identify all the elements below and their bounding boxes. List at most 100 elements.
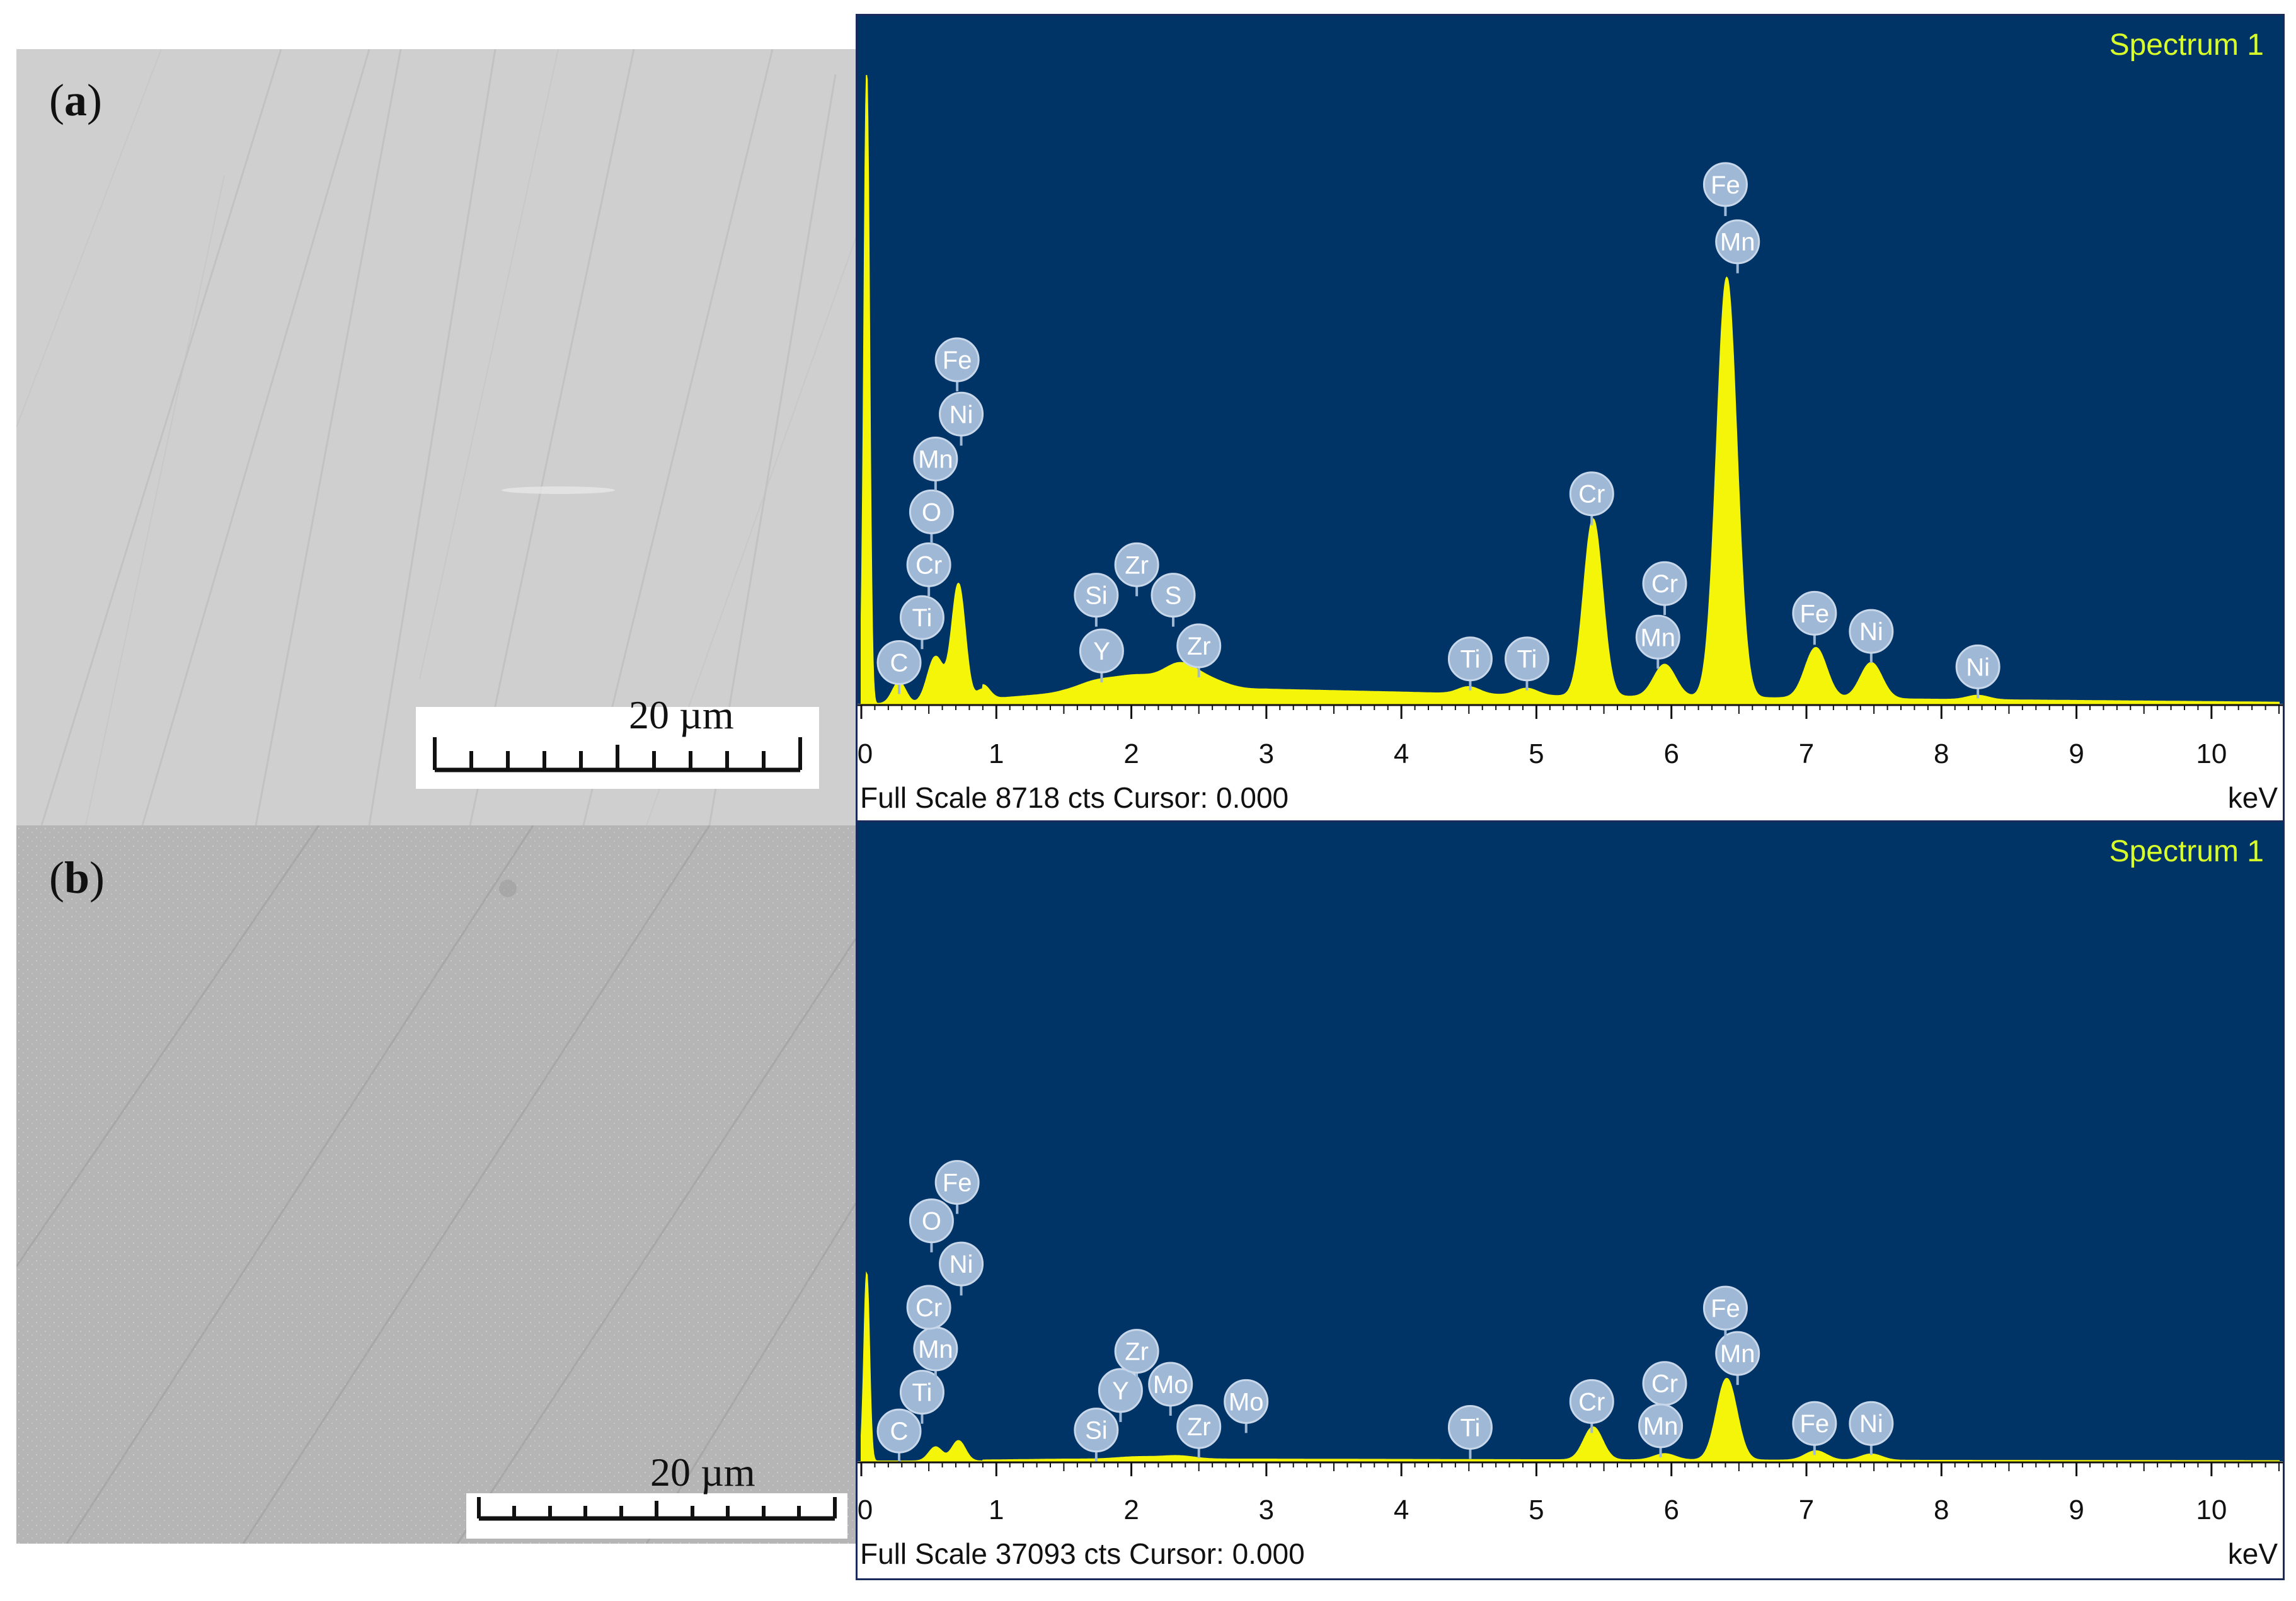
spectrum-panel-b: Spectrum 1 C Ti Mn Cr Ni O Fe Si Y Zr Mo Zr Mo Ti Cr Cr M… — [856, 820, 2285, 1580]
element-marker-1-9: Zr — [1114, 1329, 1159, 1383]
element-label-0-2: Cr — [916, 551, 942, 579]
element-marker-1-0: C — [876, 1408, 922, 1463]
element-label-1-9: Zr — [1125, 1338, 1149, 1366]
element-label-0-13: Ti — [1517, 646, 1537, 674]
spectrum-title-0: Spectrum 1 — [2109, 28, 2264, 62]
element-marker-0-15: Cr — [1642, 561, 1687, 616]
x-tick-label-0-9: 9 — [2069, 738, 2084, 769]
element-label-1-18: Fe — [1711, 1295, 1740, 1323]
plot-area-0 — [858, 16, 2283, 704]
element-marker-1-2: Mn — [913, 1326, 958, 1380]
element-label-1-1: Ti — [912, 1379, 933, 1407]
element-label-1-13: Ti — [1461, 1414, 1481, 1442]
scale-bar-label-b: 20 µm — [650, 1450, 755, 1495]
element-marker-1-7: Si — [1074, 1408, 1119, 1462]
x-tick-label-1-10: 10 — [2196, 1495, 2227, 1525]
element-marker-0-6: Fe — [934, 337, 980, 392]
element-marker-1-19: Fe — [1792, 1401, 1837, 1455]
element-marker-0-2: Cr — [906, 542, 951, 597]
element-label-1-8: Y — [1112, 1377, 1129, 1405]
element-marker-1-3: Cr — [906, 1285, 951, 1339]
scale-bar-ruler-b — [477, 1497, 837, 1521]
element-label-1-10: Mo — [1153, 1371, 1188, 1399]
element-label-0-3: O — [922, 498, 941, 526]
panel-label-b: (b) — [49, 852, 105, 903]
x-tick-label-1-7: 7 — [1799, 1495, 1814, 1525]
element-label-1-12: Mo — [1229, 1388, 1264, 1416]
element-label-0-6: Fe — [943, 347, 972, 374]
scale-bar-a — [416, 707, 819, 789]
element-marker-1-1: Ti — [899, 1370, 944, 1424]
element-label-0-14: Cr — [1578, 481, 1605, 508]
x-tick-label-0-10: 10 — [2196, 738, 2227, 769]
x-tick-label-0-0: 0 — [858, 738, 873, 769]
element-marker-0-5: Ni — [939, 391, 984, 446]
sem-texture-a — [16, 49, 856, 825]
element-marker-1-12: Mo — [1224, 1379, 1269, 1433]
element-label-0-4: Mn — [918, 446, 953, 474]
sem-texture-b — [16, 825, 856, 1544]
x-tick-label-0-1: 1 — [989, 738, 1004, 769]
element-marker-1-17: Mn — [1715, 1331, 1760, 1386]
element-marker-1-14: Cr — [1569, 1379, 1614, 1433]
element-label-0-9: Zr — [1125, 551, 1149, 579]
element-marker-0-16: Mn — [1635, 614, 1680, 669]
x-tick-label-0-8: 8 — [1934, 738, 1949, 769]
element-marker-1-20: Ni — [1849, 1401, 1894, 1455]
x-tick-label-0-3: 3 — [1259, 738, 1274, 769]
element-marker-0-19: Fe — [1792, 590, 1837, 645]
sem-image-b — [16, 825, 856, 1544]
element-label-1-15: Cr — [1651, 1370, 1678, 1398]
element-label-0-12: Ti — [1461, 646, 1481, 674]
element-label-1-3: Cr — [916, 1294, 942, 1322]
element-marker-1-11: Zr — [1176, 1404, 1222, 1459]
element-marker-0-7: Y — [1079, 628, 1124, 683]
scale-bar-b — [466, 1493, 847, 1539]
scale-bar-ruler-a — [433, 737, 802, 772]
plot-area-1 — [858, 822, 2283, 1461]
spectrum-area-0 — [861, 74, 2280, 704]
element-marker-1-4: Ni — [939, 1241, 984, 1296]
element-marker-1-10: Mo — [1148, 1362, 1193, 1416]
element-marker-0-12: Ti — [1447, 636, 1493, 691]
element-label-1-6: Fe — [943, 1169, 972, 1197]
x-unit-label-b: keV — [2227, 1537, 2278, 1570]
element-marker-0-1: Ti — [899, 595, 944, 650]
element-marker-1-8: Y — [1098, 1368, 1143, 1422]
element-label-0-1: Ti — [912, 604, 933, 632]
element-label-0-8: Si — [1085, 582, 1108, 610]
element-marker-0-4: Mn — [913, 437, 958, 491]
x-tick-label-0-4: 4 — [1394, 738, 1409, 769]
element-marker-1-5: O — [909, 1198, 954, 1253]
element-label-1-7: Si — [1085, 1417, 1108, 1445]
element-marker-1-6: Fe — [934, 1160, 980, 1214]
element-label-1-20: Ni — [1859, 1410, 1883, 1438]
element-marker-0-3: O — [909, 489, 954, 544]
spectrum-footer-a: Full Scale 8718 cts Cursor: 0.000 — [860, 781, 1289, 814]
x-tick-label-1-8: 8 — [1934, 1495, 1949, 1525]
element-label-0-7: Y — [1093, 638, 1110, 665]
x-tick-label-0-5: 5 — [1529, 738, 1544, 769]
element-marker-1-13: Ti — [1447, 1404, 1493, 1459]
x-unit-label-a: keV — [2227, 781, 2278, 814]
x-tick-label-1-2: 2 — [1123, 1495, 1139, 1525]
element-marker-1-16: Mn — [1638, 1403, 1684, 1457]
element-marker-0-11: Zr — [1176, 623, 1222, 678]
element-marker-0-20: Ni — [1849, 609, 1894, 663]
element-marker-0-14: Cr — [1569, 471, 1614, 525]
element-marker-0-17: Mn — [1715, 219, 1760, 273]
element-label-1-16: Mn — [1643, 1413, 1679, 1440]
spectrum-footer-b: Full Scale 37093 cts Cursor: 0.000 — [860, 1537, 1305, 1570]
element-label-1-5: O — [922, 1208, 941, 1236]
x-tick-label-1-9: 9 — [2069, 1495, 2084, 1525]
element-label-1-19: Fe — [1800, 1410, 1830, 1438]
spectrum-panel-a: Spectrum 1 C Ti Cr O Mn Ni Fe Y Si Zr S Zr Ti Ti Cr Cr Mn… — [856, 14, 2285, 823]
spectrum-chart-b: Spectrum 1CTiMnCrNiOFeSiYZrMoZrMoTiCrCrM… — [858, 822, 2283, 1525]
x-tick-label-0-6: 6 — [1663, 738, 1679, 769]
element-label-1-17: Mn — [1720, 1340, 1755, 1368]
x-tick-label-0-2: 2 — [1123, 738, 1139, 769]
element-label-0-10: S — [1165, 582, 1182, 610]
x-tick-label-0-7: 7 — [1799, 738, 1814, 769]
element-label-1-11: Zr — [1187, 1413, 1211, 1441]
